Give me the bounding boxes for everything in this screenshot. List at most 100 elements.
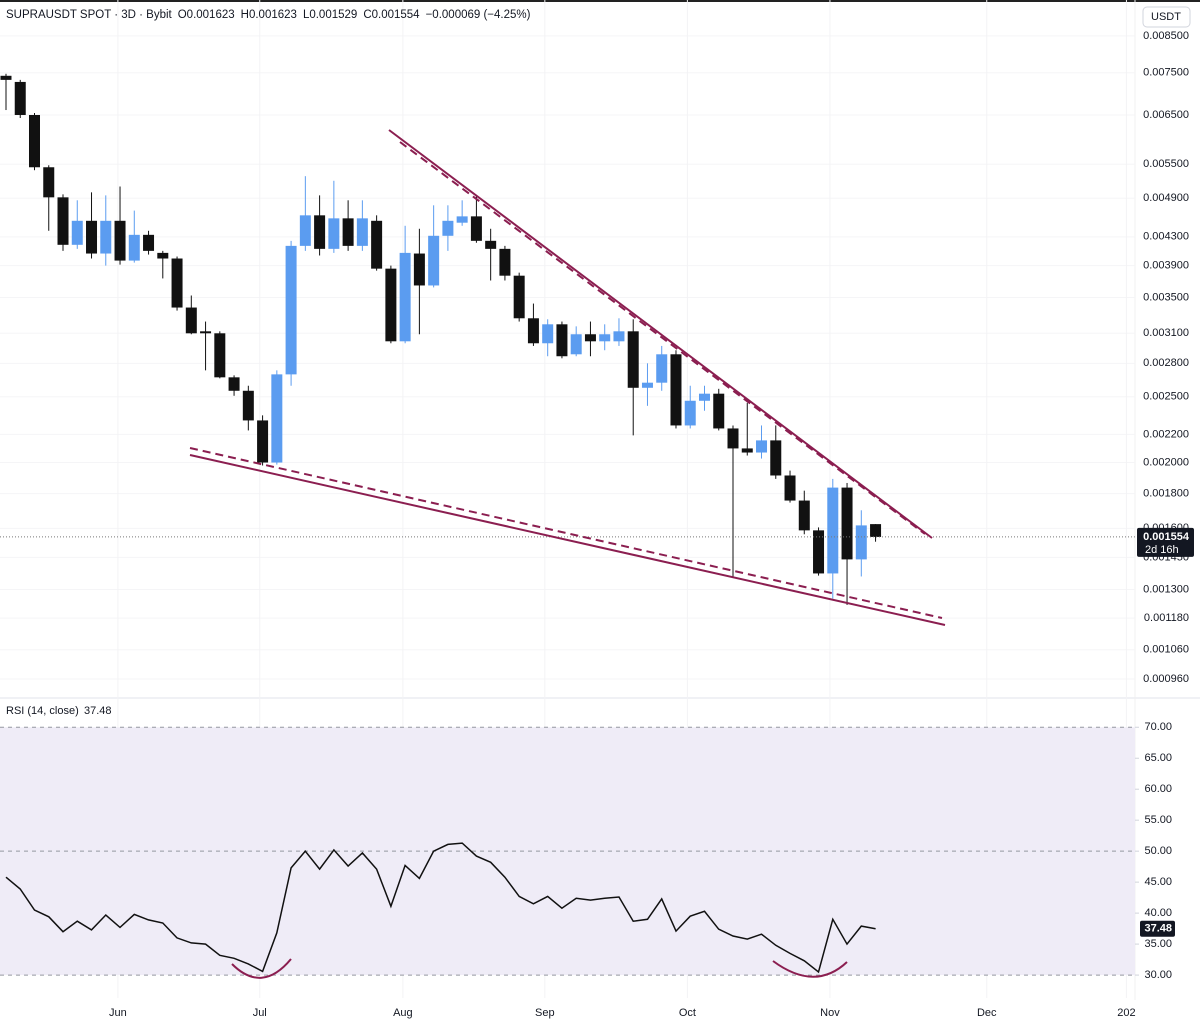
currency-box[interactable]	[1142, 6, 1191, 28]
y-tick-label: 0.005500	[1143, 158, 1189, 170]
candle-body	[100, 220, 112, 254]
trendlines	[189, 129, 946, 979]
upper-trendline-dashed	[399, 141, 926, 535]
candle-body	[128, 234, 140, 261]
candle-body	[413, 253, 425, 286]
x-tick-label: 202	[1117, 1007, 1135, 1019]
axes: 0.008500 0.007500 0.006500 0.005500 0.004900…	[109, 30, 1194, 1019]
candle-body	[271, 374, 283, 463]
x-tick-label: Nov	[820, 1007, 840, 1019]
candle-body	[485, 240, 497, 249]
x-tick-label: Sep	[535, 1007, 555, 1019]
rsi-title: RSI (14, close)	[6, 705, 79, 717]
y-tick-label: 0.001800	[1143, 488, 1189, 500]
candle-body	[798, 500, 810, 531]
rsi-layer	[5, 842, 876, 974]
candle-body	[442, 220, 454, 236]
candle-body	[28, 114, 40, 168]
candle-body	[214, 333, 226, 378]
rsi-arc	[772, 960, 848, 978]
candle-body	[527, 318, 539, 344]
candle-body	[727, 428, 739, 449]
candle-body	[556, 324, 568, 357]
x-tick-label: Oct	[679, 1007, 696, 1019]
y-tick-label: 0.001060	[1143, 644, 1189, 656]
candle-body	[841, 487, 853, 560]
candle-body	[43, 167, 55, 198]
last-price-box	[1137, 527, 1194, 557]
y-tick-label: 0.004300	[1143, 231, 1189, 243]
candle-body	[114, 220, 126, 261]
y-tick-label: 60.00	[1144, 783, 1172, 795]
ohlc-close: C0.001554	[363, 9, 420, 21]
x-tick-label: Aug	[393, 1007, 413, 1019]
ohlc-high: H0.001623	[240, 9, 297, 21]
candle-body	[356, 218, 368, 246]
y-tick-label: 0.002000	[1143, 456, 1189, 468]
lower-trendline	[189, 454, 946, 626]
y-tick-label: 0.001180	[1144, 612, 1189, 624]
candle-body	[613, 331, 625, 342]
candle-body	[71, 220, 83, 245]
y-tick-label: 0.003900	[1143, 260, 1189, 272]
candle-body	[698, 393, 710, 401]
candle-body	[200, 331, 212, 334]
lower-trendline-dashed	[189, 447, 943, 619]
y-tick-label: 45.00	[1144, 876, 1172, 888]
candle-body	[542, 324, 554, 344]
candle-body	[342, 218, 354, 246]
last-price-label: 0.001554	[1143, 531, 1190, 543]
candle-body	[784, 475, 796, 501]
y-tick-label: 35.00	[1144, 938, 1172, 950]
rsi-line	[5, 842, 876, 974]
rsi-band-layer	[0, 726, 1135, 976]
ohlc-low: L0.001529	[302, 9, 358, 21]
candle-body	[185, 307, 197, 334]
candle-body	[641, 382, 653, 388]
y-tick-label: 0.008500	[1143, 30, 1189, 42]
candle-body	[299, 215, 311, 246]
y-tick-label: 65.00	[1144, 752, 1172, 764]
candle-body	[584, 334, 596, 342]
header: SUPRAUSDT SPOT · 3D · Bybit O0.001623 H0…	[6, 9, 530, 21]
candle-body	[456, 216, 468, 223]
x-tick-label: Dec	[977, 1007, 997, 1019]
candle-body	[285, 245, 297, 375]
symbol[interactable]: SUPRAUSDT SPOT · 3D · Bybit	[6, 9, 172, 21]
candle-body	[741, 448, 753, 453]
rsi-last-label: 37.48	[1144, 923, 1172, 935]
top-border	[0, 0, 1200, 2]
candle-body	[470, 216, 482, 241]
y-tick-label: 0.002800	[1143, 357, 1189, 369]
candle-body	[428, 235, 440, 286]
y-tick-label: 50.00	[1144, 845, 1172, 857]
candle-body	[499, 248, 511, 276]
y-tick-label: 55.00	[1144, 814, 1172, 826]
candle-body	[228, 377, 240, 391]
candle-body	[855, 525, 867, 560]
currency: USDT	[1151, 11, 1181, 23]
candle-body	[14, 81, 26, 115]
candle-body	[0, 75, 12, 80]
y-tick-label: 0.001300	[1143, 583, 1189, 595]
candle-body	[813, 530, 825, 574]
candle-body	[570, 334, 582, 355]
candle-body	[385, 268, 397, 342]
candle-body	[257, 420, 269, 463]
y-tick-label: 70.00	[1144, 721, 1172, 733]
candle-body	[656, 354, 668, 383]
candle-body	[399, 252, 411, 342]
y-tick-label: 30.00	[1144, 969, 1172, 981]
candle-body	[756, 440, 768, 453]
candle-body	[627, 331, 639, 388]
rsi-arc	[231, 958, 292, 979]
y-tick-label: 0.003500	[1143, 291, 1189, 303]
candle-body	[157, 252, 169, 259]
rsi-last-box	[1140, 920, 1175, 937]
candle-body	[314, 215, 326, 249]
rsi-legend-value: 37.48	[84, 705, 112, 717]
countdown: 2d 16h	[1145, 544, 1179, 556]
y-tick-label: 0.007500	[1143, 67, 1189, 79]
